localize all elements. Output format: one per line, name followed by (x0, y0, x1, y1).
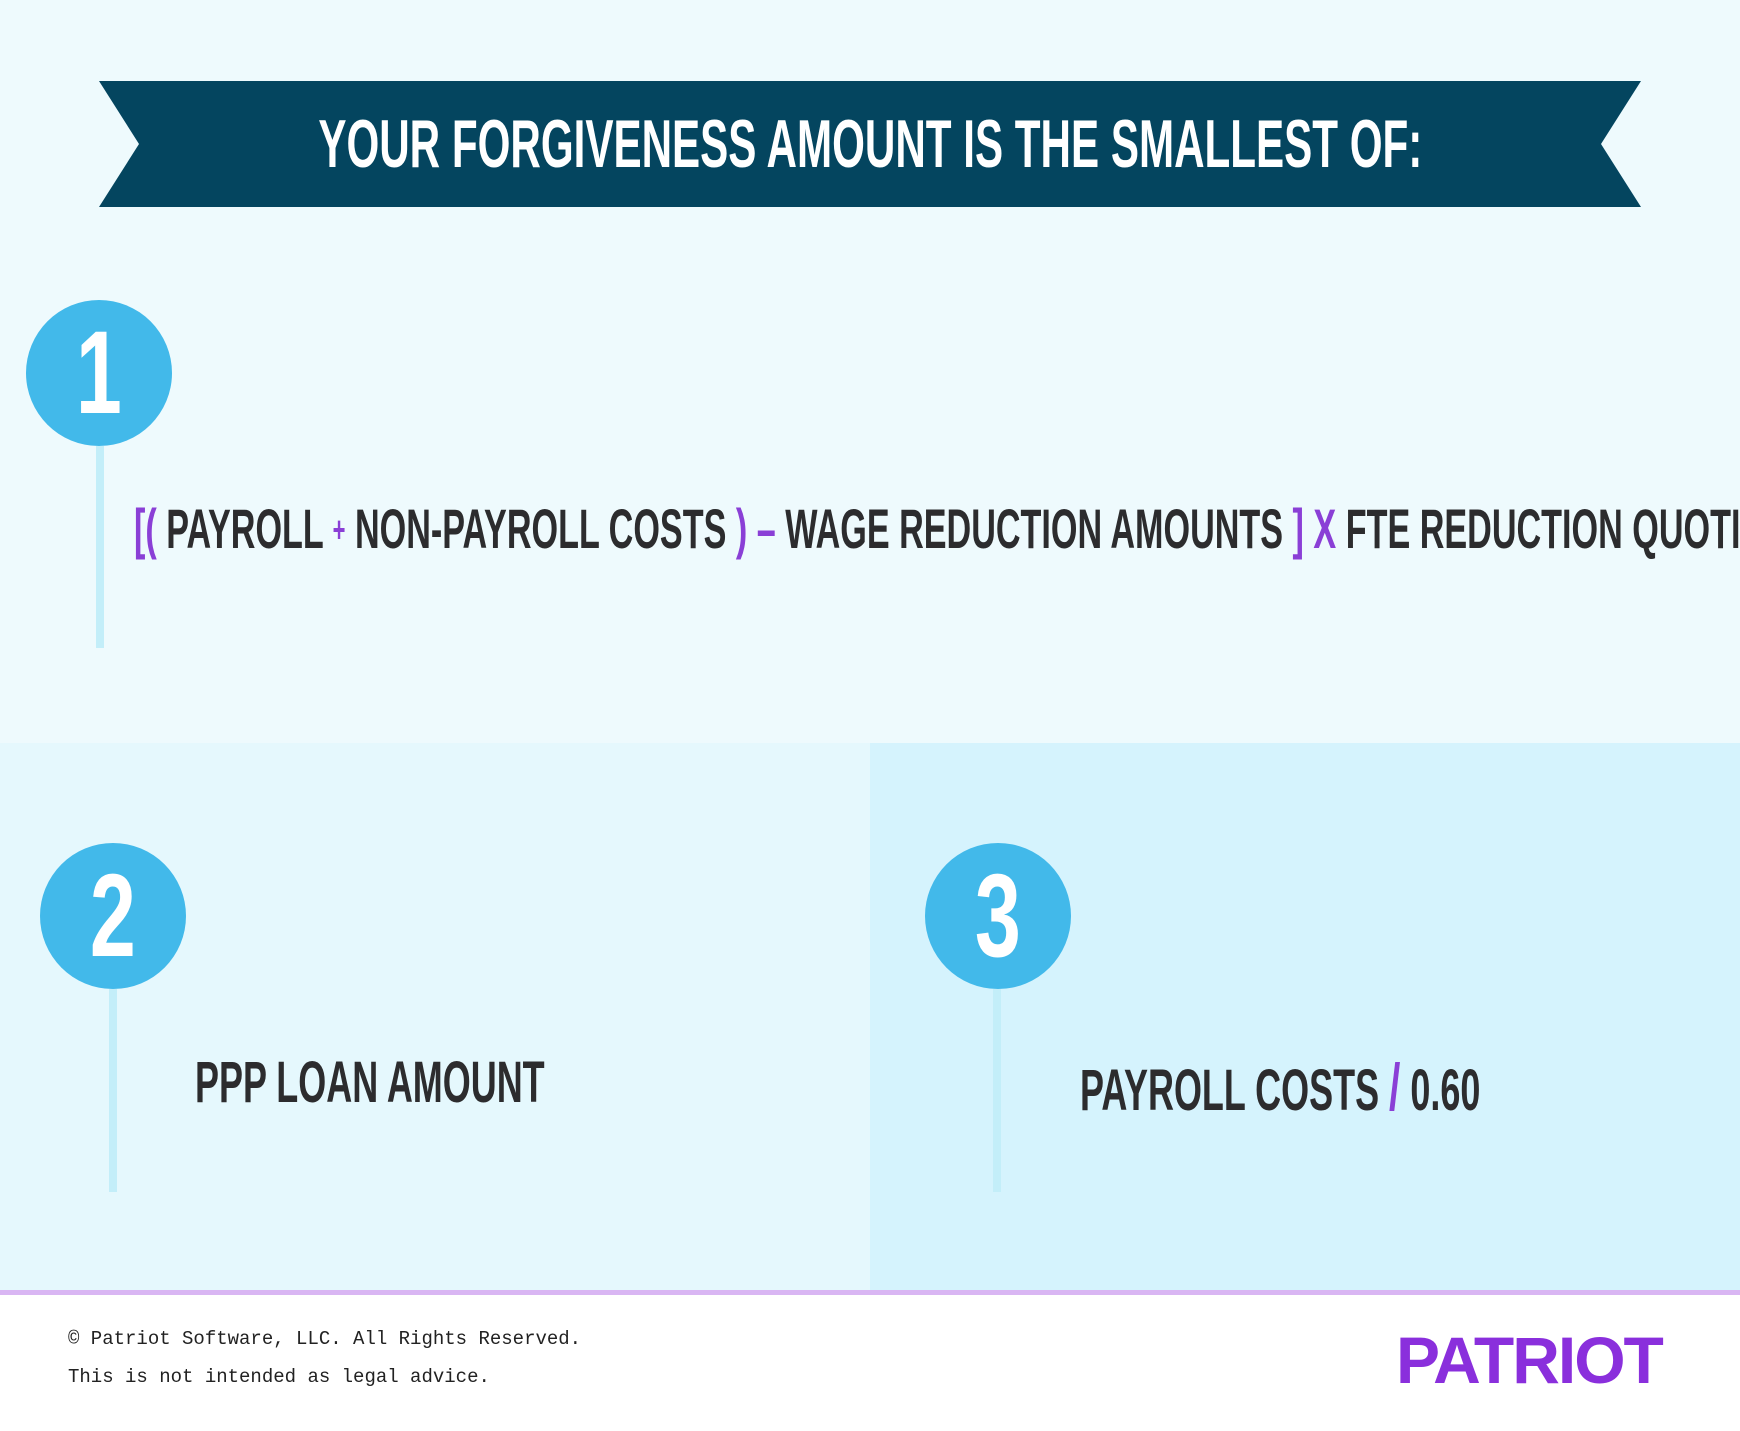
option-2-stem (109, 989, 117, 1192)
option-3-divisor: 0.60 (1410, 1058, 1481, 1123)
option-2-badge: 2 (40, 843, 186, 989)
option-3-divide: / (1389, 1050, 1401, 1124)
formula-close-bracket: ] (1292, 497, 1304, 560)
option-2-panel (0, 743, 870, 1290)
option-1-number: 1 (76, 307, 122, 439)
disclaimer-text: This is not intended as legal advice. (68, 1366, 490, 1388)
formula-payroll: PAYROLL (166, 497, 324, 560)
option-1-stem (96, 446, 104, 648)
formula-open-brackets: [( (134, 497, 157, 560)
formula-fte-reduction-quotient: FTE REDUCTION QUOTIENT (1345, 497, 1740, 560)
banner-ribbon-shape (99, 81, 1641, 207)
copyright-text: © Patriot Software, LLC. All Rights Rese… (68, 1328, 582, 1350)
option-1-formula: [( PAYROLL + NON-PAYROLL COSTS ) – WAGE … (134, 496, 1740, 566)
option-2-text: PPP LOAN AMOUNT (195, 1050, 545, 1115)
footer-divider (0, 1290, 1740, 1295)
banner-title: YOUR FORGIVENESS AMOUNT IS THE SMALLEST … (317, 106, 1423, 182)
title-banner: YOUR FORGIVENESS AMOUNT IS THE SMALLEST … (99, 81, 1641, 207)
formula-close-paren: ) (735, 497, 748, 560)
formula-wage-reduction-amounts: WAGE REDUCTION AMOUNTS (785, 497, 1284, 560)
formula-non-payroll-costs: NON-PAYROLL COSTS (354, 497, 727, 560)
patriot-logo: PATRIOT (1396, 1323, 1664, 1397)
option-3-panel (870, 743, 1740, 1290)
option-3-payroll-costs: PAYROLL COSTS (1080, 1058, 1380, 1123)
option-2-number: 2 (90, 850, 136, 982)
formula-minus: – (756, 497, 776, 560)
option-3-formula: PAYROLL COSTS / 0.60 (1080, 1049, 1480, 1125)
footer (0, 1295, 1740, 1431)
option-3-stem (993, 989, 1001, 1192)
formula-times: X (1313, 497, 1337, 560)
formula-plus: + (332, 509, 346, 550)
option-3-number: 3 (975, 850, 1021, 982)
option-1-badge: 1 (26, 300, 172, 446)
option-3-badge: 3 (925, 843, 1071, 989)
